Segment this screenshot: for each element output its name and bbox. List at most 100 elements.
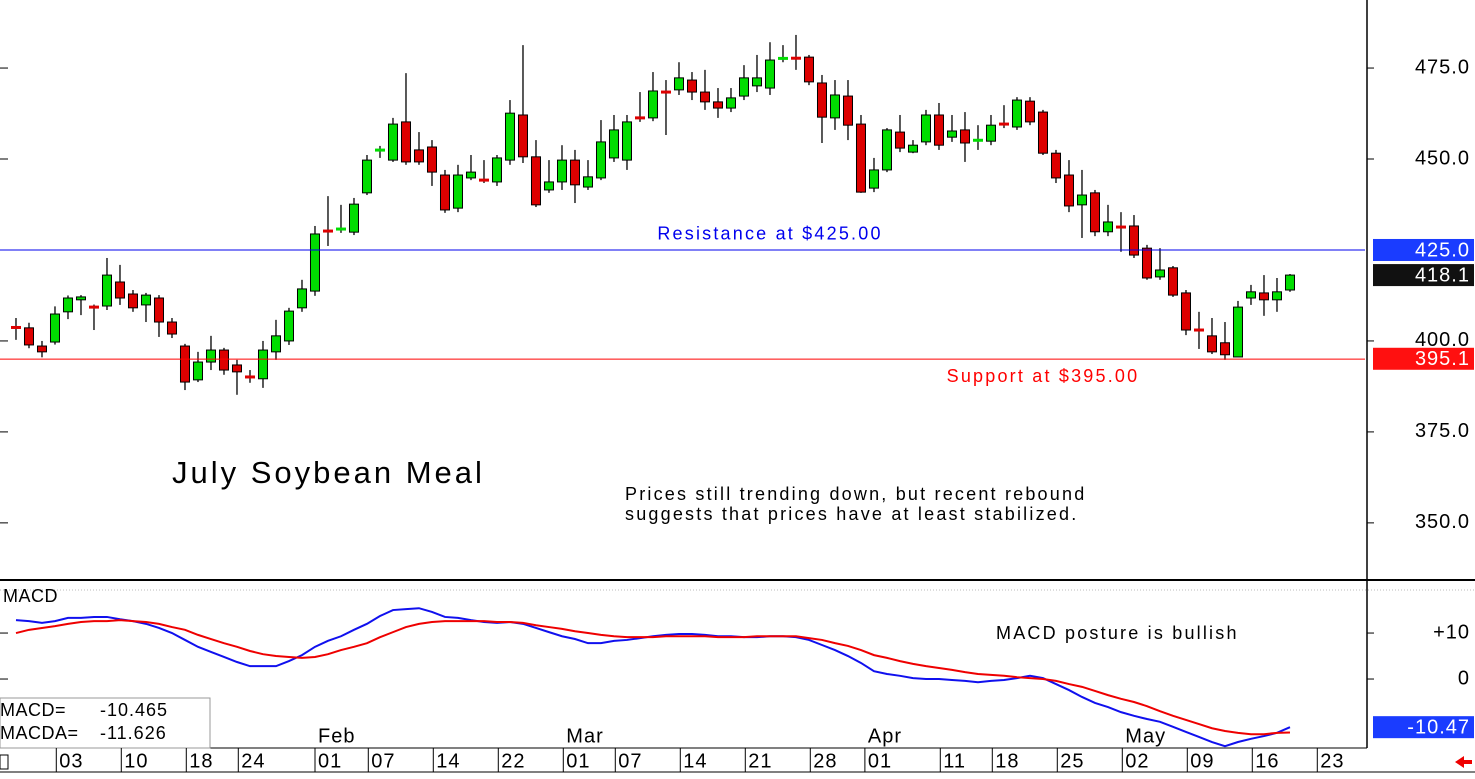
candle-body (309, 233, 320, 292)
candle-body (920, 114, 931, 143)
y-tick-label: 0 (1458, 667, 1470, 689)
candle-body (933, 114, 944, 146)
candle-body (231, 364, 242, 373)
candle-body (764, 59, 775, 89)
y-tick-label: 375.0 (1415, 420, 1470, 442)
day-label: 11 (943, 750, 966, 772)
level-label: Resistance at $425.00 (657, 224, 882, 244)
candle-body (426, 146, 437, 173)
candle-body (543, 181, 554, 191)
day-label: 28 (813, 750, 837, 772)
candle-body (101, 274, 112, 307)
candle-body (842, 95, 853, 126)
candle-body (1011, 99, 1022, 128)
price-tag (1373, 347, 1474, 370)
candle-body (517, 114, 528, 158)
day-label: 25 (1060, 750, 1084, 772)
candle-body (1037, 111, 1048, 154)
candle-body (205, 349, 216, 363)
day-label: 23 (1320, 750, 1344, 772)
candle-body (1050, 152, 1061, 179)
candle-body (153, 297, 164, 323)
day-label: 16 (1255, 750, 1279, 772)
day-label: 03 (59, 750, 83, 772)
candle-body (400, 121, 411, 163)
candle-body (270, 335, 281, 353)
chart-title: July Soybean Meal (172, 455, 485, 490)
candle-body (582, 176, 593, 188)
candle-body (1089, 192, 1100, 233)
candle-body (1063, 174, 1074, 207)
candle-body (452, 174, 463, 209)
candle-body (894, 131, 905, 149)
day-label: 21 (748, 750, 772, 772)
note-line: suggests that prices have at least stabi… (625, 504, 1078, 524)
price-tag (1373, 264, 1474, 287)
candle-body (530, 156, 541, 206)
candle-body (725, 97, 736, 109)
candle-body (1102, 221, 1113, 233)
candle-body (595, 141, 606, 179)
candle-body (114, 281, 125, 299)
price-tag-label: -10.47 (1407, 716, 1470, 738)
candle-body (712, 101, 723, 109)
day-label: 09 (1190, 750, 1214, 772)
candle-body (816, 82, 827, 118)
day-label: 07 (371, 750, 395, 772)
candle-body (686, 79, 697, 93)
corner-icon (0, 754, 9, 770)
day-label: 18 (995, 750, 1019, 772)
readout-name: MACD= (0, 700, 66, 720)
candle-body (1284, 274, 1295, 291)
annotation: MACD posture is bullish (996, 623, 1239, 643)
candle-body (1024, 100, 1035, 123)
candle-body (829, 94, 840, 119)
candle-body (569, 159, 580, 186)
day-label: 01 (566, 750, 590, 772)
month-label: May (1125, 725, 1166, 747)
readout-box (0, 697, 211, 749)
candle-body (803, 56, 814, 83)
candle-body (959, 129, 970, 144)
month-label: Mar (566, 725, 603, 747)
candle-body (166, 321, 177, 335)
candle-body (1258, 292, 1269, 301)
candle-body (413, 149, 424, 163)
month-label: Feb (318, 725, 355, 747)
day-label: 02 (1125, 750, 1149, 772)
candle-body (1076, 194, 1087, 206)
candle-body (296, 288, 307, 309)
day-label: 14 (436, 750, 460, 772)
candle-body (855, 123, 866, 193)
y-tick-label: +10 (1433, 621, 1470, 643)
candle-body (1219, 342, 1230, 356)
day-label: 22 (501, 750, 525, 772)
candle-body (140, 294, 151, 306)
candle-body (283, 310, 294, 342)
y-tick-label: 450.0 (1415, 147, 1470, 169)
scroll-arrow[interactable] (1455, 756, 1472, 768)
day-label: 01 (318, 750, 342, 772)
readout-value: -11.626 (100, 723, 167, 743)
candle-body (62, 297, 73, 313)
candle-body (946, 130, 957, 138)
day-label: 10 (124, 750, 148, 772)
candle-body (1245, 291, 1256, 299)
candle-body (491, 157, 502, 183)
candle-body (465, 171, 476, 179)
candle-body (439, 174, 450, 211)
day-label: 07 (618, 750, 642, 772)
level-label: Support at $395.00 (947, 366, 1140, 386)
day-label: 14 (683, 750, 707, 772)
month-label: Apr (868, 725, 902, 747)
candle-body (75, 296, 86, 301)
price-tag-label: 395.1 (1415, 348, 1470, 370)
panel-title: MACD (3, 586, 58, 606)
candle-body (348, 203, 359, 233)
candle-body (1154, 269, 1165, 278)
readout-name: MACDA= (0, 723, 79, 743)
candle-body (387, 123, 398, 161)
candle-body (36, 345, 47, 353)
